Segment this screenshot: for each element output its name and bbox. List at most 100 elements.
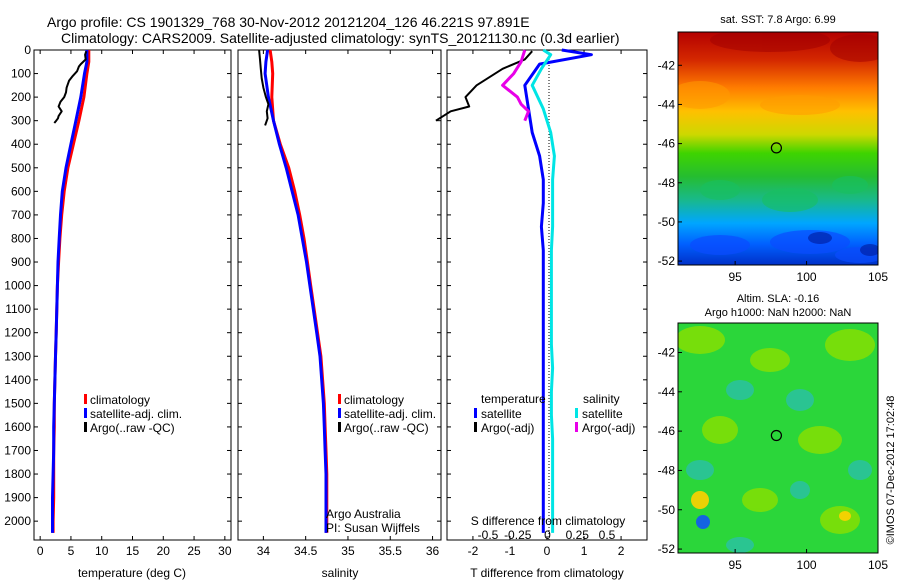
lat-tick-label: -52 (658, 542, 676, 556)
series-sal-satellite (530, 48, 556, 533)
temperature-axes-frame (33, 49, 232, 541)
legend-s-satellite: satellite (582, 407, 623, 421)
salinity-series (258, 49, 329, 533)
depth-tick-label: 1800 (4, 467, 31, 481)
lat-tick-label: -46 (658, 424, 676, 438)
annotation-pi: PI: Susan Wijffels (326, 521, 420, 535)
legend-swatch-s-argo (575, 422, 578, 432)
x-tick-label: 35.5 (379, 544, 403, 558)
sla-map-lon-ticks: 95 100 105 (728, 549, 888, 572)
series-satellite (51, 50, 89, 533)
lat-tick-label: -46 (658, 137, 676, 151)
depth-tick-label: 400 (11, 137, 31, 151)
difference-series (435, 48, 593, 533)
imos-watermark: ©IMOS 07-Dec-2012 17:02:48 (885, 396, 897, 545)
lat-tick-label: -50 (658, 503, 676, 517)
sst-map-lon-ticks: 95 100 105 (728, 261, 888, 284)
s-tick-label: 0.25 (566, 528, 590, 542)
sst-field (678, 32, 878, 265)
lat-tick-label: -42 (658, 58, 676, 72)
depth-tick-label: 1500 (4, 396, 31, 410)
difference-legend: temperature salinity satellite Argo(-adj… (474, 392, 635, 435)
sla-map-panel: Altim. SLA: -0.16 Argo h1000: NaN h2000:… (658, 293, 889, 572)
depth-tick-label: 700 (11, 208, 31, 222)
lon-tick-label: 100 (797, 270, 817, 284)
depth-tick-label: 600 (11, 184, 31, 198)
depth-tick-label: 1200 (4, 326, 31, 340)
legend-swatch-argo (338, 422, 341, 432)
figure-title-line-2: Climatology: CARS2009. Satellite-adjuste… (61, 30, 619, 46)
x-tick-label: 25 (187, 544, 201, 558)
sla-field (678, 323, 878, 553)
x-tick-label: 34 (257, 544, 271, 558)
lat-tick-label: -48 (658, 176, 676, 190)
salinity-x-label: salinity (322, 566, 359, 580)
annotation-argo-australia: Argo Australia (326, 507, 401, 521)
depth-tick-label: 1700 (4, 443, 31, 457)
temperature-axis-ticks: 0 5 10 15 20 25 30 (37, 50, 232, 558)
sst-map-lat-ticks: -42 -44 -46 -48 -50 -52 (658, 58, 682, 268)
depth-tick-label: 1100 (5, 302, 31, 316)
t-difference-x-label: T difference from climatology (470, 566, 624, 580)
lat-tick-label: -44 (658, 385, 676, 399)
legend-satellite-adj: satellite-adj. clim. (344, 407, 436, 421)
x-tick-label: 2 (618, 544, 625, 558)
legend-swatch-climatology (338, 394, 341, 404)
x-tick-label: 0 (544, 544, 551, 558)
lon-tick-label: 95 (728, 270, 742, 284)
legend-swatch-t-argo (474, 422, 477, 432)
difference-axis-ticks: -2 -1 0 1 2 (447, 49, 647, 558)
salinity-axis-ticks: 34 34.5 35 35.5 36 (238, 49, 441, 558)
legend-satellite-adj: satellite-adj. clim. (90, 407, 182, 421)
temperature-x-label: temperature (deg C) (78, 566, 186, 580)
depth-tick-label: 1000 (4, 279, 31, 293)
depth-tick-label: 500 (11, 161, 31, 175)
legend-climatology: climatology (90, 393, 150, 407)
legend-climatology: climatology (344, 393, 404, 407)
series-argo (258, 49, 270, 126)
depth-tick-label: 900 (11, 255, 31, 269)
lat-tick-label: -48 (658, 463, 676, 477)
sla-map-title-2: Argo h1000: NaN h2000: NaN (705, 307, 852, 319)
salinity-legend: climatology satellite-adj. clim. Argo(..… (338, 393, 436, 435)
lon-tick-label: 105 (868, 270, 888, 284)
depth-tick-label: 1900 (4, 491, 31, 505)
salinity-profile-panel: 34 34.5 35 35.5 36 salinity climatology sate… (237, 49, 442, 580)
series-satellite (523, 48, 593, 533)
x-tick-label: 1 (581, 544, 588, 558)
legend-swatch-satellite (338, 408, 341, 418)
legend-swatch-t-satellite (474, 408, 477, 418)
x-tick-label: -1 (505, 544, 516, 558)
legend-swatch-argo (84, 422, 87, 432)
s-tick-label: 0 (544, 528, 551, 542)
legend-swatch-satellite (84, 408, 87, 418)
depth-axis: 0 100 200 300 400 500 600 700 800 900 1000 1100 1200… (4, 43, 231, 528)
figure-title-line-1: Argo profile: CS 1901329_768 30-Nov-2012… (47, 14, 530, 30)
series-satellite (263, 49, 328, 533)
depth-tick-label: 1300 (4, 349, 31, 363)
x-tick-label: 5 (68, 544, 75, 558)
sst-map-frame (677, 31, 879, 266)
legend-group-temperature: temperature (481, 392, 546, 406)
lat-tick-label: -50 (658, 215, 676, 229)
legend-s-argo: Argo(-adj) (582, 421, 635, 435)
lat-tick-label: -42 (658, 345, 676, 359)
x-tick-label: -2 (468, 544, 479, 558)
s-tick-label: -0.5 (478, 528, 499, 542)
lon-tick-label: 100 (797, 558, 817, 572)
temperature-profile-panel: 0100200300400500600700800900100011001200… (4, 43, 232, 580)
depth-tick-label: 2000 (4, 514, 31, 528)
depth-tick-label: 1400 (4, 373, 31, 387)
sla-map-frame (677, 322, 879, 554)
lon-tick-label: 95 (728, 558, 742, 572)
x-tick-label: 20 (157, 544, 171, 558)
depth-tick-label: 1600 (4, 420, 31, 434)
x-tick-label: 36 (426, 544, 440, 558)
salinity-difference-scale: -0.5 -0.25 0 0.25 0.5 (478, 528, 616, 542)
temperature-legend: climatology satellite-adj. clim. Argo(..… (84, 393, 182, 435)
argo-float-marker-sst (770, 142, 783, 154)
temperature-series (51, 50, 91, 533)
x-tick-label: 35 (341, 544, 355, 558)
sst-map-title: sat. SST: 7.8 Argo: 6.99 (720, 14, 836, 26)
